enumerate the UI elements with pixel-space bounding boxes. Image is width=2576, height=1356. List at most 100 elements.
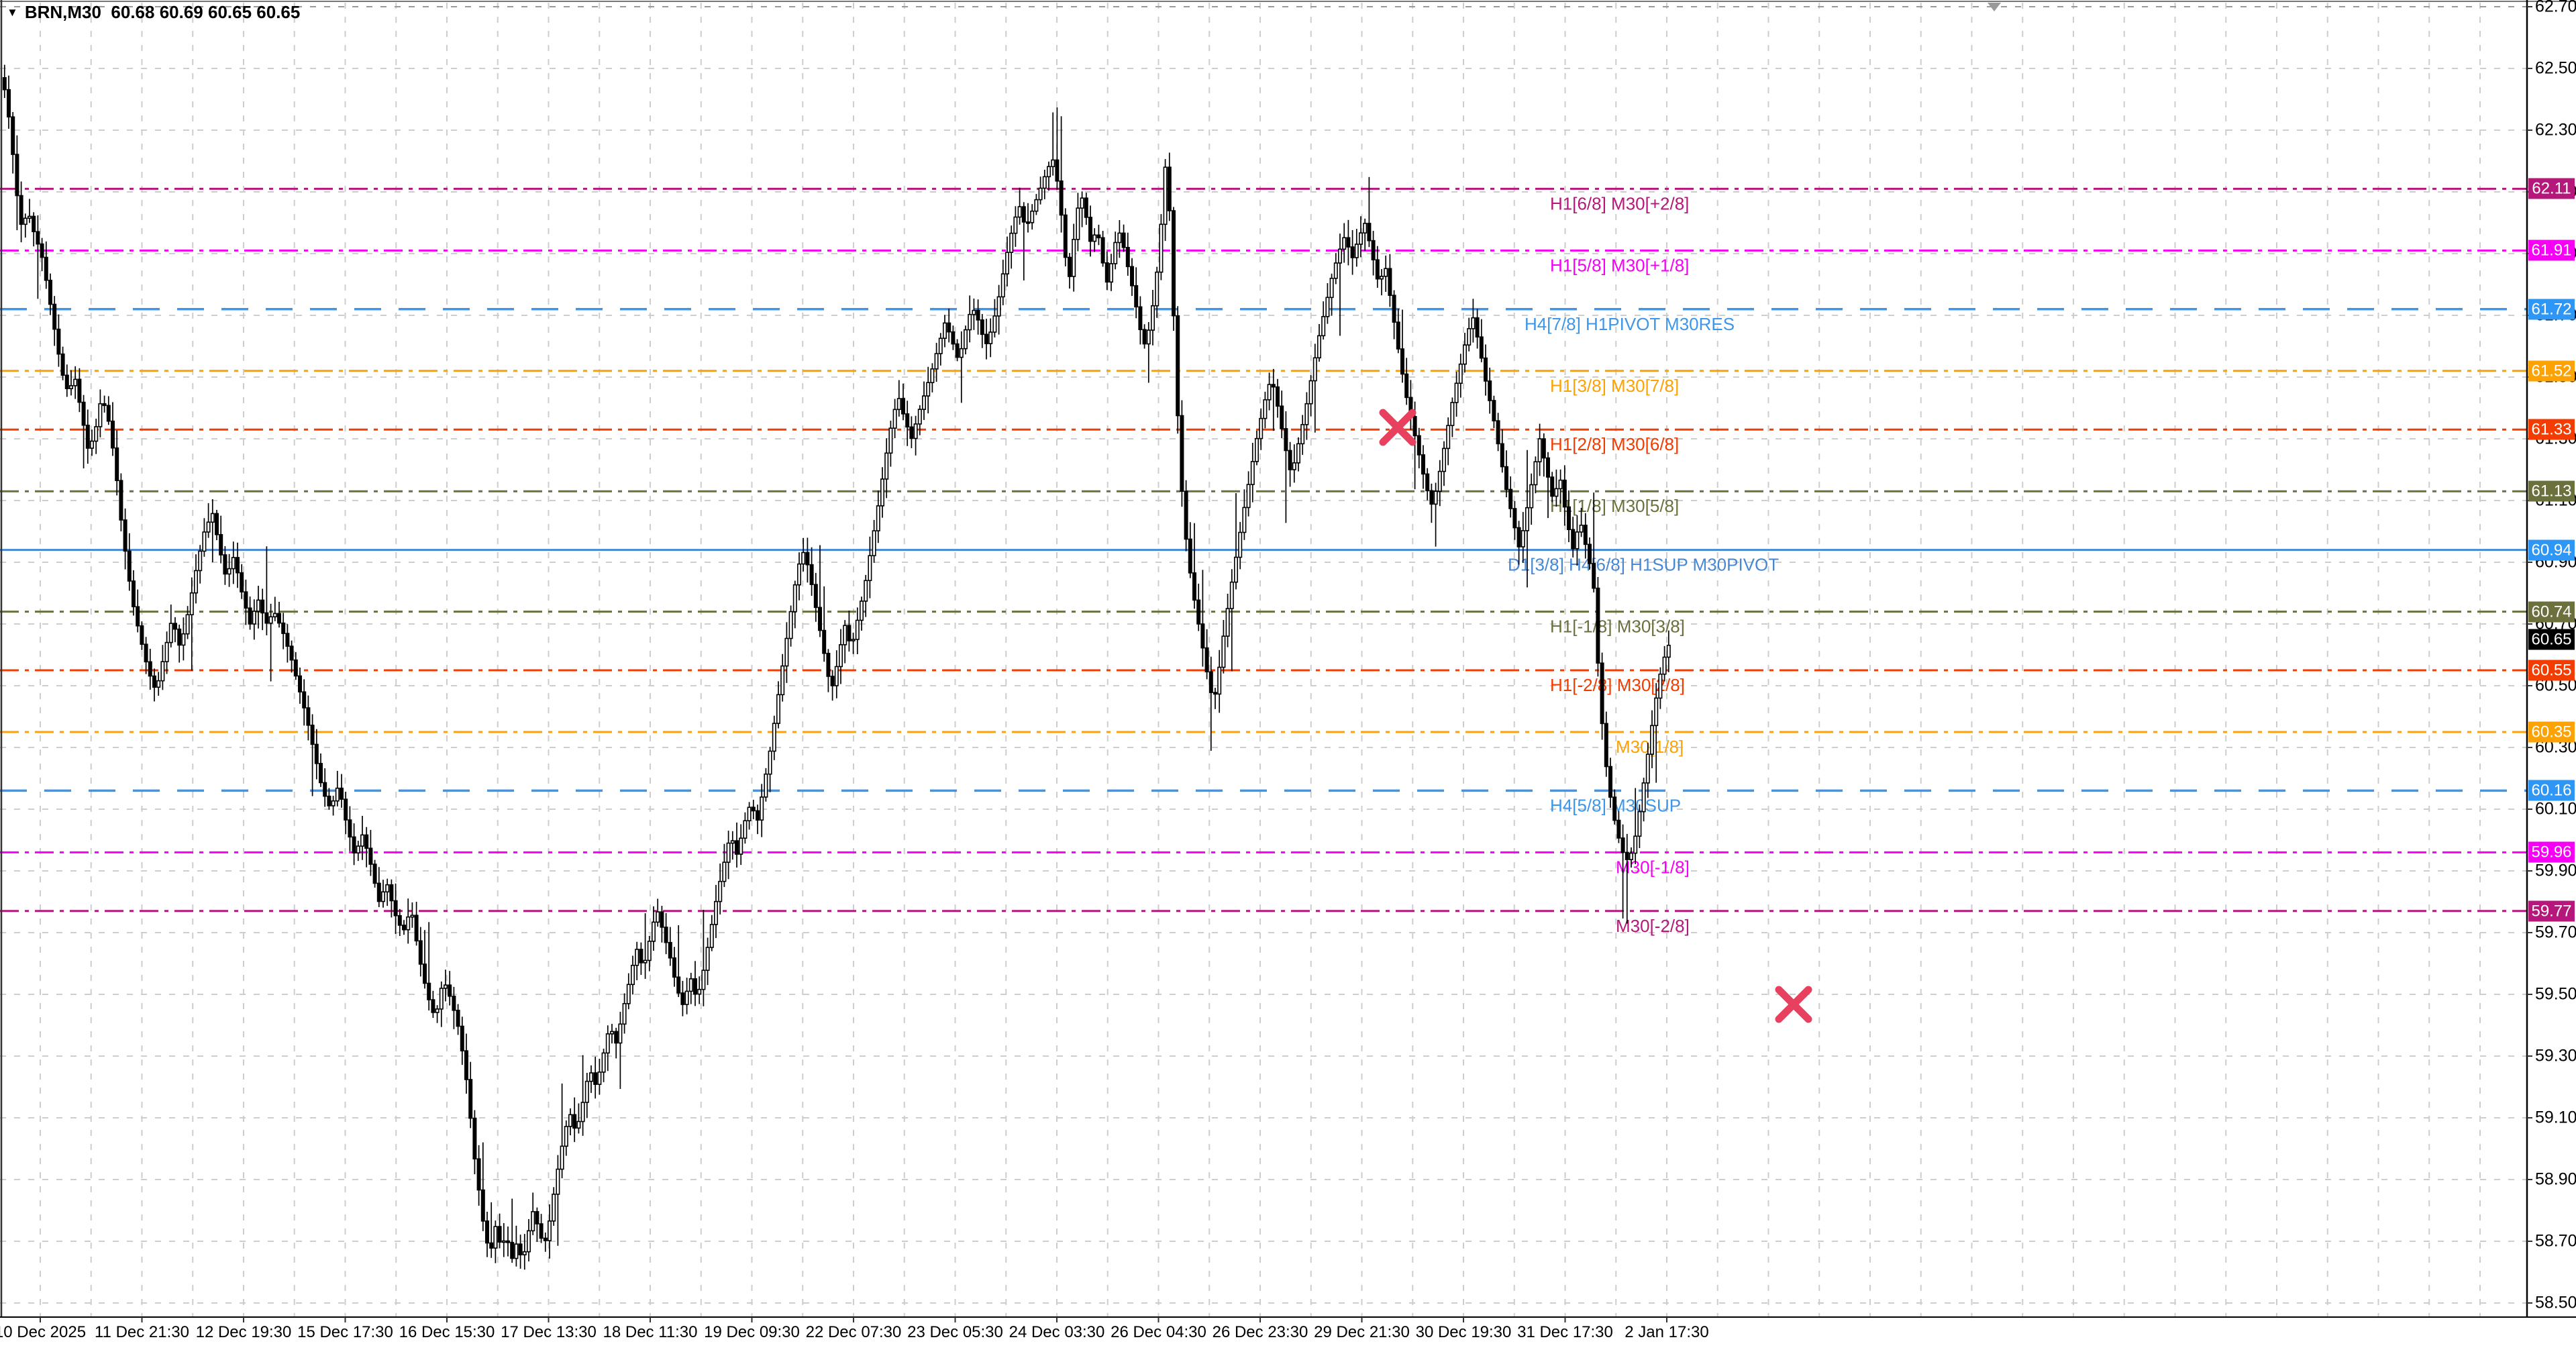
candle-body bbox=[1342, 237, 1347, 250]
candle-body bbox=[231, 557, 236, 570]
candle-body bbox=[760, 796, 764, 821]
candle-body bbox=[705, 947, 710, 971]
candle-body bbox=[1512, 508, 1517, 529]
time-axis-label: 12 Dec 19:30 bbox=[195, 1323, 292, 1341]
candle-body bbox=[44, 256, 48, 281]
candle-body bbox=[1329, 277, 1334, 299]
candle-body bbox=[293, 659, 298, 677]
candle-body bbox=[1600, 662, 1604, 725]
candle-body bbox=[938, 337, 943, 354]
level-label: H4[7/8] H1PIVOT M30RES bbox=[1525, 314, 1735, 334]
candle-body bbox=[493, 1226, 498, 1249]
candle-body bbox=[1650, 725, 1655, 755]
candle-body bbox=[830, 676, 835, 686]
candle-body bbox=[588, 1072, 593, 1082]
chart-shift-marker-icon[interactable] bbox=[1988, 3, 2001, 11]
candle-body bbox=[622, 1003, 627, 1025]
level-label: H1[5/8] M30[+1/8] bbox=[1550, 255, 1689, 275]
candle-body bbox=[864, 580, 868, 602]
candle-body bbox=[335, 787, 340, 802]
candle-body bbox=[198, 550, 203, 572]
symbol-dropdown-icon[interactable]: ▼ bbox=[7, 6, 18, 19]
candle-body bbox=[352, 836, 356, 853]
candle-body bbox=[435, 1008, 440, 1013]
candle-body bbox=[480, 1189, 485, 1222]
candle-body bbox=[672, 957, 676, 978]
candle-body bbox=[1159, 223, 1164, 273]
candle-body bbox=[81, 401, 86, 426]
level-price-badge: 60.55 bbox=[2528, 660, 2575, 681]
candle-body bbox=[1525, 507, 1530, 531]
candle-body bbox=[235, 557, 240, 574]
candle-body bbox=[776, 694, 781, 724]
candle-body bbox=[1475, 317, 1480, 337]
candle-body bbox=[1084, 197, 1088, 218]
candle-body bbox=[77, 378, 82, 403]
candle-body bbox=[327, 795, 331, 806]
candle-body bbox=[1172, 210, 1176, 317]
candle-body bbox=[1500, 443, 1504, 468]
candle-body bbox=[510, 1242, 515, 1259]
candle-body bbox=[822, 629, 827, 654]
candle-body bbox=[501, 1240, 506, 1243]
candle-body bbox=[1467, 328, 1472, 346]
candle-body bbox=[809, 564, 814, 585]
level-price-badge: 60.74 bbox=[2528, 601, 2575, 623]
level-price-badge: 61.72 bbox=[2528, 299, 2575, 320]
current-price-badge: 60.65 bbox=[2528, 629, 2575, 650]
candle-body bbox=[52, 303, 57, 330]
candle-body bbox=[115, 447, 119, 482]
candle-body bbox=[1142, 329, 1147, 345]
candle-body bbox=[1380, 276, 1384, 280]
candle-body bbox=[102, 403, 107, 407]
candle-body bbox=[597, 1072, 602, 1085]
candle-body bbox=[1645, 753, 1650, 784]
candle-body bbox=[1229, 581, 1234, 609]
candle-body bbox=[389, 884, 394, 902]
candle-body bbox=[272, 613, 277, 618]
level-label: H1[-2/8] M30[2/8] bbox=[1550, 675, 1685, 695]
candle-body bbox=[27, 215, 32, 219]
candle-body bbox=[839, 644, 843, 668]
candle-body bbox=[144, 643, 148, 663]
candle-body bbox=[1629, 852, 1634, 860]
candle-body bbox=[1068, 256, 1072, 277]
candle-body bbox=[1437, 470, 1442, 492]
candle-body bbox=[248, 607, 252, 625]
candle-body bbox=[788, 611, 793, 639]
candle-body bbox=[514, 1243, 519, 1259]
candle-body bbox=[181, 633, 186, 646]
candle-body bbox=[980, 319, 984, 335]
candle-body bbox=[772, 723, 776, 752]
level-label: D1[3/8] H4[6/8] H1SUP M30PIVOT bbox=[1508, 555, 1779, 575]
candle-body bbox=[664, 927, 668, 943]
time-axis-label: 19 Dec 09:30 bbox=[704, 1323, 800, 1341]
candle-body bbox=[964, 329, 968, 350]
candle-body bbox=[1533, 461, 1538, 486]
candle-body bbox=[1238, 531, 1243, 558]
candle-body bbox=[1288, 450, 1292, 470]
candle-body bbox=[888, 427, 893, 454]
candle-body bbox=[1338, 248, 1343, 264]
candle-body bbox=[505, 1240, 510, 1243]
candle-body bbox=[660, 911, 664, 928]
candle-body bbox=[60, 353, 65, 376]
candle-body bbox=[36, 231, 40, 245]
candle-body bbox=[564, 1126, 568, 1147]
candle-body bbox=[996, 296, 1001, 317]
candle-body bbox=[1620, 837, 1625, 853]
candle-body bbox=[1017, 206, 1022, 218]
candle-body bbox=[1250, 461, 1255, 485]
candle-body bbox=[972, 309, 976, 315]
level-price-badge: 61.33 bbox=[2528, 419, 2575, 440]
candle-body bbox=[1350, 246, 1355, 258]
candle-body bbox=[422, 963, 427, 984]
x-stroke bbox=[1379, 409, 1416, 446]
price-tick-label: 62.70 bbox=[2535, 0, 2576, 16]
candle-body bbox=[1562, 479, 1567, 508]
candle-body bbox=[1421, 454, 1426, 475]
level-price-badge: 60.94 bbox=[2528, 539, 2575, 561]
candle-body bbox=[988, 331, 993, 344]
candle-body bbox=[1637, 811, 1642, 837]
